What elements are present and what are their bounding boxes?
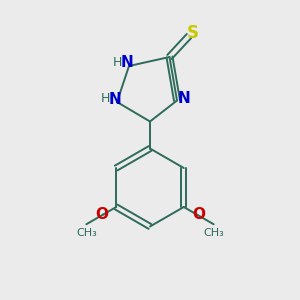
Text: O: O — [95, 207, 108, 222]
Text: N: N — [109, 92, 122, 106]
Text: CH₃: CH₃ — [203, 228, 224, 238]
Text: N: N — [121, 55, 134, 70]
Text: O: O — [192, 207, 205, 222]
Text: N: N — [177, 91, 190, 106]
Text: H: H — [113, 56, 122, 69]
Text: S: S — [187, 24, 199, 42]
Text: H: H — [101, 92, 110, 106]
Text: CH₃: CH₃ — [76, 228, 97, 238]
